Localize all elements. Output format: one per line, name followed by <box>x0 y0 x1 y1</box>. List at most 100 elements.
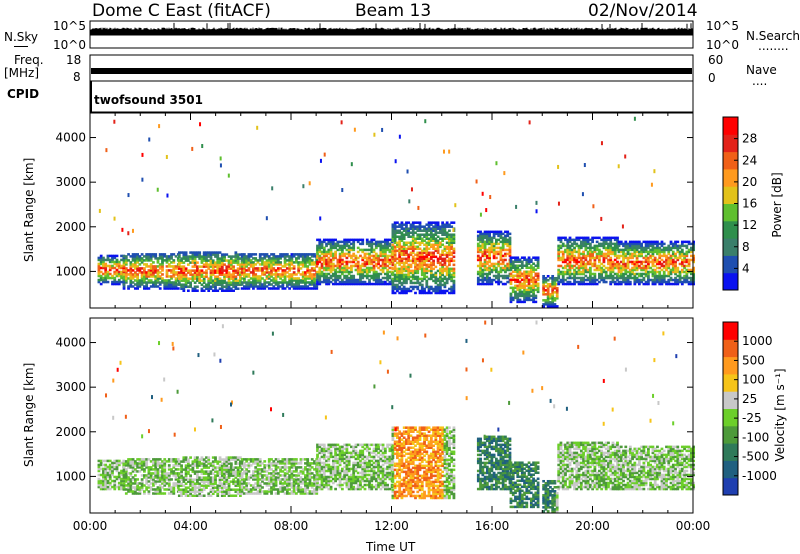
velocity-cell <box>167 482 171 485</box>
power-sparse-cell <box>583 163 586 168</box>
power-cell <box>359 268 362 272</box>
power-cell <box>172 265 176 268</box>
power-cell <box>383 272 387 276</box>
power-cell <box>438 279 442 283</box>
power-cell <box>568 282 572 286</box>
power-cell <box>281 287 285 290</box>
power-cell <box>318 278 322 282</box>
power-cell <box>525 274 529 278</box>
power-cell <box>689 242 693 246</box>
velocity-cell <box>182 456 186 459</box>
power-cell <box>331 274 335 278</box>
velocity-cell <box>184 486 188 489</box>
power-cell <box>122 270 126 274</box>
power-cell <box>205 285 208 288</box>
power-cell <box>218 283 222 286</box>
power-cell <box>350 264 353 268</box>
power-cell <box>506 248 510 252</box>
power-cell <box>671 244 675 248</box>
power-cell <box>532 286 535 290</box>
velocity-cell <box>170 472 173 475</box>
power-cell <box>568 248 572 252</box>
power-cell <box>288 259 291 262</box>
power-cell <box>506 264 510 268</box>
velocity-cell <box>184 488 188 491</box>
power-cell <box>416 227 420 230</box>
power-cell <box>529 284 533 288</box>
power-cell <box>516 256 520 259</box>
power-cell <box>172 273 176 276</box>
power-cell <box>391 255 395 259</box>
power-cell <box>363 282 367 286</box>
power-cell <box>534 282 538 286</box>
power-cell <box>518 272 522 276</box>
power-cell <box>261 263 264 266</box>
velocity-cell <box>108 487 112 491</box>
power-cell <box>674 266 677 270</box>
power-cell <box>356 266 360 270</box>
power-cell <box>626 250 630 254</box>
power-cell <box>189 251 193 254</box>
power-cell <box>227 271 231 274</box>
power-cell <box>443 283 447 287</box>
power-cell <box>647 272 650 276</box>
power-cell <box>361 276 365 280</box>
power-cell <box>261 259 264 262</box>
power-cell <box>527 274 531 278</box>
power-cell <box>557 248 561 252</box>
velocity-cell <box>152 478 155 481</box>
power-cell <box>265 267 269 270</box>
power-cell <box>258 285 262 288</box>
power-cell <box>200 271 204 274</box>
power-cell <box>570 258 574 262</box>
power-cell <box>129 265 133 268</box>
power-cell <box>405 273 408 277</box>
power-cell <box>216 279 220 282</box>
power-cell <box>427 291 431 295</box>
power-cell <box>189 285 193 288</box>
power-cell <box>209 285 213 288</box>
velocity-cell <box>99 483 103 487</box>
power-cell <box>518 294 522 298</box>
power-cell <box>398 271 402 275</box>
power-cell <box>381 260 385 264</box>
power-cell <box>676 278 680 282</box>
power-cell <box>525 262 529 265</box>
power-cell <box>600 272 604 276</box>
power-cell <box>200 259 204 262</box>
power-cell <box>405 279 408 283</box>
power-cell <box>306 253 310 256</box>
power-cell <box>416 257 420 261</box>
power-cell <box>216 269 220 272</box>
power-cell <box>165 269 169 272</box>
power-cell <box>115 258 119 262</box>
power-cell <box>265 261 269 264</box>
power-cell <box>508 236 512 240</box>
power-cell <box>352 254 356 258</box>
power-cell <box>591 278 595 282</box>
velocity-cell <box>106 471 110 475</box>
power-cell <box>676 240 680 244</box>
power-cell <box>343 268 347 272</box>
power-cell <box>177 251 181 254</box>
velocity-cell <box>174 474 178 477</box>
power-cell <box>229 289 233 292</box>
power-cell <box>400 223 404 226</box>
power-cell <box>205 259 208 262</box>
power-cell <box>579 246 583 250</box>
power-cell <box>196 279 199 282</box>
velocity-cell <box>99 487 103 491</box>
velocity-cell <box>180 460 183 463</box>
power-cell <box>347 238 351 242</box>
power-cell <box>667 280 671 284</box>
power-cell <box>586 268 590 272</box>
power-cell <box>667 260 671 264</box>
power-cell <box>214 285 217 288</box>
power-cell <box>340 252 344 256</box>
power-cell <box>398 225 402 228</box>
power-cell <box>624 244 628 248</box>
power-cell <box>336 244 340 248</box>
velocity-cell <box>117 475 121 479</box>
power-cell <box>409 235 413 238</box>
power-cell <box>481 268 485 272</box>
